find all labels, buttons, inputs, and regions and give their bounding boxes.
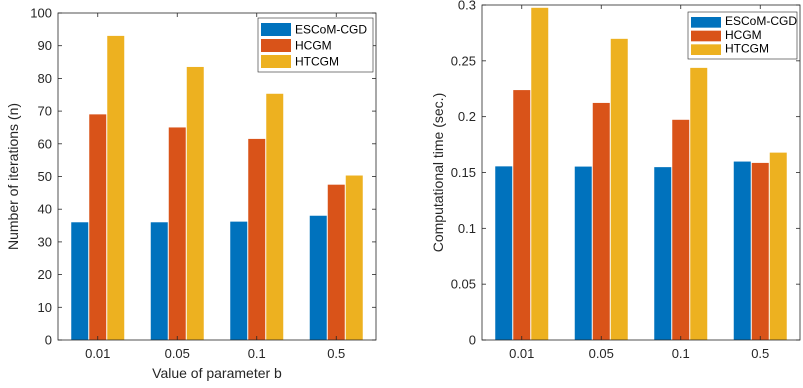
y-tick-label: 0.1 — [458, 221, 476, 236]
y-tick-label: 100 — [30, 6, 52, 21]
bar-hcgm-0.05 — [168, 127, 186, 340]
bar-escom-cgd-0.1 — [654, 167, 672, 340]
x-tick-label: 0.05 — [165, 346, 190, 361]
legend-label: HCGM — [295, 39, 332, 53]
chart-2: 0 0.05 0.1 0.15 0.2 0.25 0.3 0.01 0.05 0.1 0.5 Comp… — [430, 0, 801, 361]
x-tick-label: 0.05 — [589, 346, 614, 361]
bar-htcgm-0.01 — [531, 7, 549, 340]
y-tick-label: 0.05 — [451, 277, 476, 292]
y-tick-label: 90 — [38, 38, 52, 53]
bar-escom-cgd-0.01 — [495, 166, 513, 340]
y-tick-label: 10 — [38, 300, 52, 315]
x-tick-label: 0.1 — [672, 346, 690, 361]
x-tick-label: 0.5 — [327, 346, 345, 361]
y-tick-label: 80 — [38, 71, 52, 86]
y-axis-label: Number of iterations (n) — [5, 103, 21, 250]
bar-escom-cgd-0.1 — [230, 221, 248, 340]
legend-label: HTCGM — [725, 42, 769, 56]
bar-hcgm-0.05 — [592, 102, 610, 341]
bar-escom-cgd-0.05 — [150, 222, 168, 340]
legend-swatch-htcgm — [691, 44, 721, 55]
bar-hcgm-0.5 — [751, 162, 769, 340]
x-axis-label: Value of parameter b — [152, 365, 282, 381]
x-tick-label: 0.01 — [509, 346, 534, 361]
legend-label: HCGM — [725, 28, 762, 42]
bar-hcgm-0.5 — [327, 184, 345, 340]
y-tick-label: 0.15 — [451, 165, 476, 180]
bar-htcgm-0.05 — [610, 38, 628, 340]
y-tick-label: 0.3 — [458, 0, 476, 13]
x-tick-label: 0.01 — [85, 346, 110, 361]
y-axis-label: Computational time (sec.) — [430, 93, 446, 253]
x-tick-label: 0.1 — [248, 346, 266, 361]
bar-htcgm-0.1 — [690, 67, 708, 341]
bar-hcgm-0.01 — [89, 114, 107, 341]
y-tick-label: 60 — [38, 136, 52, 151]
legend-swatch-escom-cgd — [261, 23, 291, 36]
chart-1: 0 10 20 30 40 50 60 70 80 90 100 0.01 0.05 0.1 0.5 Numb… — [5, 6, 377, 381]
bar-hcgm-0.1 — [672, 119, 690, 340]
legend-label: HTCGM — [295, 55, 339, 69]
bar-escom-cgd-0.5 — [309, 215, 327, 340]
legend-swatch-hcgm — [691, 30, 721, 42]
y-tick-label: 40 — [38, 202, 52, 217]
legend-swatch-escom-cgd — [691, 17, 721, 28]
y-tick-label: 0 — [45, 333, 52, 348]
legend-label: ESCoM-CGD — [725, 14, 797, 28]
legend-label: ESCoM-CGD — [295, 23, 367, 37]
bar-hcgm-0.1 — [248, 138, 266, 340]
bar-htcgm-0.05 — [186, 66, 204, 340]
legend-swatch-hcgm — [261, 39, 291, 52]
bar-htcgm-0.5 — [345, 175, 363, 340]
y-tick-label: 0 — [469, 333, 476, 348]
bar-htcgm-0.01 — [107, 35, 125, 340]
x-tick-label: 0.5 — [751, 346, 769, 361]
bar-htcgm-0.5 — [769, 152, 787, 340]
legend-swatch-htcgm — [261, 55, 291, 68]
y-tick-label: 50 — [38, 169, 52, 184]
y-tick-label: 0.2 — [458, 109, 476, 124]
bar-escom-cgd-0.05 — [574, 166, 592, 340]
y-tick-label: 0.25 — [451, 53, 476, 68]
y-tick-label: 70 — [38, 104, 52, 119]
bar-hcgm-0.01 — [513, 90, 531, 340]
bar-escom-cgd-0.5 — [733, 161, 751, 340]
legend: ESCoM-CGD HCGM HTCGM — [257, 17, 374, 73]
bar-escom-cgd-0.01 — [71, 222, 89, 340]
y-tick-label: 30 — [38, 234, 52, 249]
y-tick-label: 20 — [38, 267, 52, 282]
bar-htcgm-0.1 — [266, 93, 284, 341]
